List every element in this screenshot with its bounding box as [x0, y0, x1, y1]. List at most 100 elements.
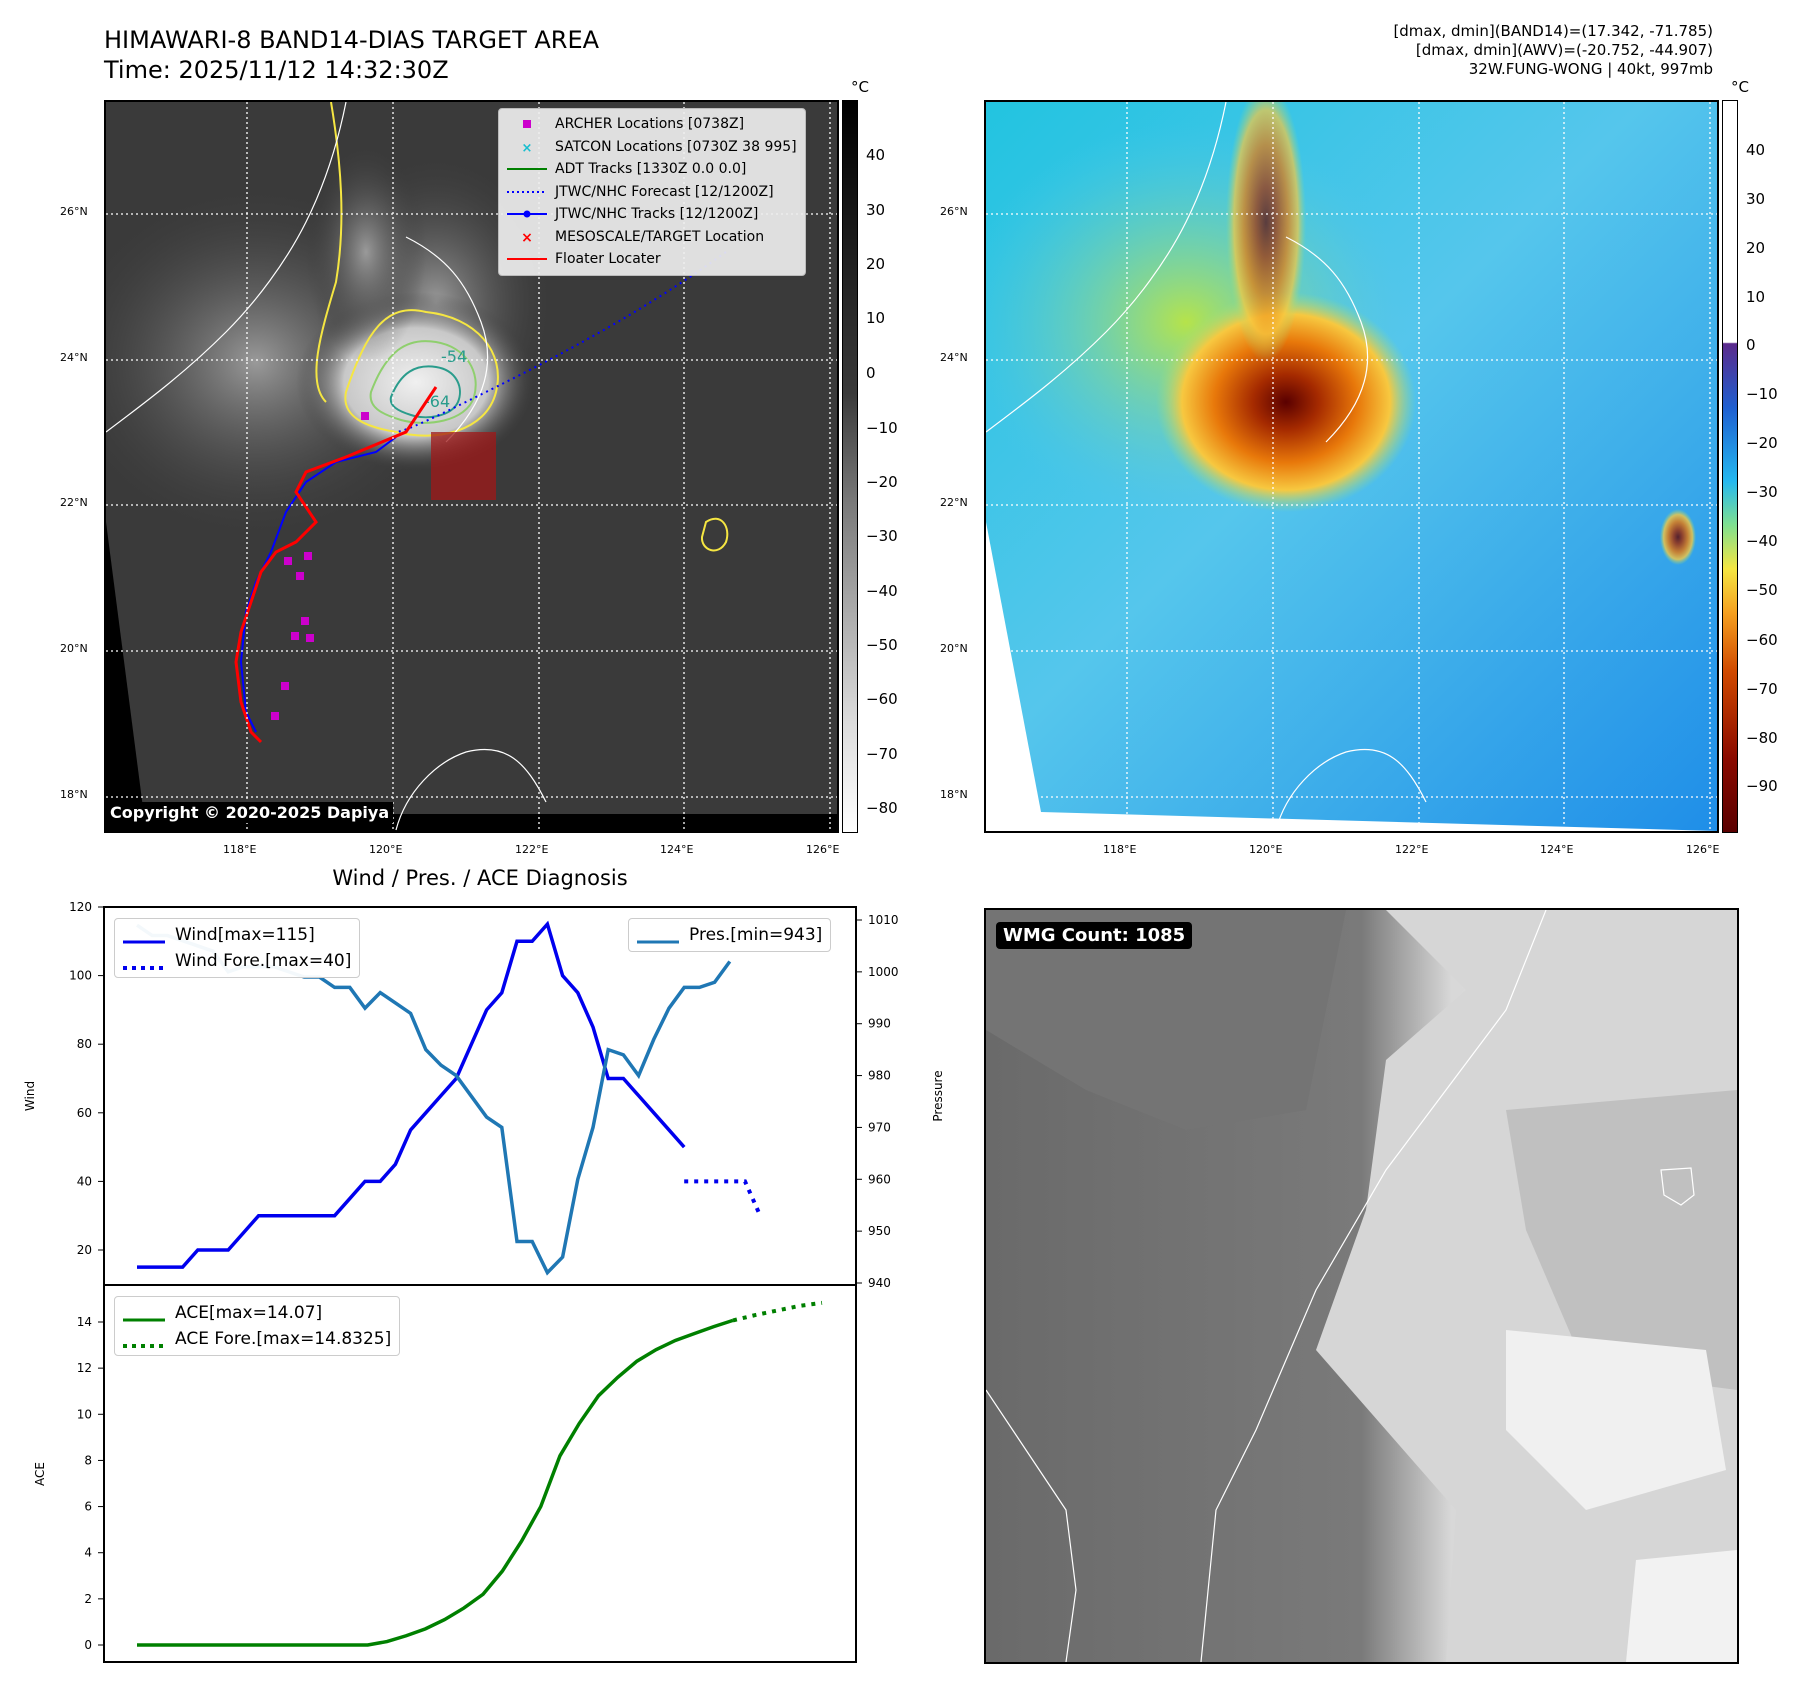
- lat-tick-label: 24°N: [60, 351, 88, 364]
- info-line-awv: [dmax, dmin](AWV)=(-20.752, -44.907): [1415, 41, 1713, 59]
- colorbar2-tick: 20: [1746, 239, 1766, 257]
- lat-tick-label: 22°N: [940, 496, 968, 509]
- colorbar2-tick: −50: [1746, 581, 1778, 599]
- lon-tick-label: 122°E: [515, 843, 549, 856]
- legend-ace: ACE[max=14.07]: [175, 1303, 323, 1323]
- colorbar2-unit: °C: [1731, 78, 1749, 96]
- wind-line: [137, 920, 686, 1269]
- wmg-panel: WMG Count: 1085: [984, 908, 1739, 1664]
- floater-box: [431, 432, 496, 500]
- legend-symbol-icon: [507, 185, 547, 199]
- ace-axis-label: ACE: [33, 1462, 47, 1486]
- lon-tick-label: 120°E: [1249, 843, 1283, 856]
- archer-points: [271, 412, 369, 720]
- map-legend-item: × SATCON Locations [0730Z 38 995]: [507, 136, 797, 159]
- ace-tick-label: 12: [77, 1361, 92, 1375]
- wind-tick-label: 60: [77, 1106, 92, 1120]
- ace-tick-label: 6: [84, 1500, 92, 1514]
- wind-tick-label: 80: [77, 1037, 92, 1051]
- colorbar1-tick: −50: [866, 636, 898, 654]
- lon-tick-label: 126°E: [1686, 843, 1720, 856]
- color-map-panel: [984, 100, 1719, 833]
- legend-label: JTWC/NHC Tracks [12/1200Z]: [555, 206, 759, 223]
- colorbar1-tick: −20: [866, 473, 898, 491]
- ace-tick-label: 0: [84, 1638, 92, 1652]
- copyright-label: Copyright © 2020-2025 Dapiya: [106, 802, 394, 823]
- forecast-track: [395, 251, 727, 433]
- colorbar1-tick: 10: [866, 309, 886, 327]
- colorbar2-tick: 10: [1746, 288, 1766, 306]
- ace-frame: [103, 1284, 857, 1663]
- legend-symbol-icon: [507, 162, 547, 176]
- map-title: HIMAWARI-8 BAND14-DIAS TARGET AREA: [104, 26, 600, 54]
- colorbar2-tick: −40: [1746, 532, 1778, 550]
- colorbar2-tick: −20: [1746, 434, 1778, 452]
- wind-tick-label: 20: [77, 1243, 92, 1257]
- colorbar2-tick: 40: [1746, 141, 1766, 159]
- map-legend-item: × MESOSCALE/TARGET Location: [507, 226, 797, 249]
- legend-label: SATCON Locations [0730Z 38 995]: [555, 138, 797, 155]
- colorbar1-tick: 40: [866, 146, 886, 164]
- legend-label: MESOSCALE/TARGET Location: [555, 228, 765, 245]
- wind-axis-label: Wind: [23, 1081, 37, 1111]
- colorbar1-tick: 0: [866, 364, 876, 382]
- pres-tick-label: 960: [868, 1172, 891, 1186]
- colorbar2-tick: −80: [1746, 729, 1778, 747]
- lat-tick-label: 22°N: [60, 496, 88, 509]
- map-legend-item: ARCHER Locations [0738Z]: [507, 113, 797, 136]
- ace-tick-label: 4: [84, 1546, 92, 1560]
- lat-tick-label: 26°N: [940, 205, 968, 218]
- ace-forecast-line: [732, 1300, 823, 1323]
- map-time: Time: 2025/11/12 14:32:30Z: [104, 56, 449, 84]
- floater-track: [234, 386, 438, 744]
- wind-forecast-line: [684, 1179, 763, 1217]
- svg-text:×: ×: [521, 230, 533, 244]
- pres-tick-label: 950: [868, 1224, 891, 1238]
- colorbar1-unit: °C: [851, 78, 869, 96]
- legend-symbol-icon: [507, 207, 547, 221]
- legend-symbol-icon: [507, 252, 547, 266]
- legend-pres: Pres.[min=943]: [689, 925, 823, 945]
- ace-line: [137, 1318, 734, 1647]
- ace-legend: ACE[max=14.07] ACE Fore.[max=14.8325]: [114, 1296, 401, 1356]
- wind-legend: Wind[max=115] Wind Fore.[max=40]: [114, 918, 361, 978]
- info-line-band14: [dmax, dmin](BAND14)=(17.342, -71.785): [1393, 22, 1713, 40]
- colorbar1-tick: −60: [866, 690, 898, 708]
- ace-tick-label: 8: [84, 1453, 92, 1467]
- map-legend-item: JTWC/NHC Forecast [12/1200Z]: [507, 181, 797, 204]
- contour-yellow: [344, 309, 499, 437]
- colorbar1-tick: −70: [866, 745, 898, 763]
- lon-tick-label: 122°E: [1395, 843, 1429, 856]
- ace-tick-label: 2: [84, 1592, 92, 1606]
- colorbar1-tick: 20: [866, 255, 886, 273]
- legend-ace-fore: ACE Fore.[max=14.8325]: [175, 1329, 392, 1349]
- legend-label: ARCHER Locations [0738Z]: [555, 116, 745, 133]
- ir-map-panel: -64 -54 Copyright © 2020-2025 Dapiya ARC…: [104, 100, 839, 833]
- colorbar1-tick: −30: [866, 527, 898, 545]
- lat-tick-label: 26°N: [60, 205, 88, 218]
- color-map-graphics: [986, 102, 1717, 831]
- pres-axis-label: Pressure: [931, 1070, 945, 1121]
- lon-tick-label: 124°E: [1540, 843, 1574, 856]
- colorbar2-tick: 30: [1746, 190, 1766, 208]
- colorbar-grayscale: [842, 100, 858, 833]
- map-legend: ARCHER Locations [0738Z] × SATCON Location…: [498, 108, 806, 276]
- wind-tick-label: 120: [69, 900, 92, 914]
- legend-wind-fore: Wind Fore.[max=40]: [175, 951, 352, 971]
- svg-text:×: ×: [522, 141, 533, 154]
- colorbar1-tick: −80: [866, 799, 898, 817]
- colorbar2-tick: −70: [1746, 680, 1778, 698]
- pres-tick-label: 970: [868, 1120, 891, 1134]
- legend-label: JTWC/NHC Forecast [12/1200Z]: [555, 183, 774, 200]
- legend-label: Floater Locater: [555, 251, 661, 268]
- contour-label-54: -54: [441, 347, 467, 366]
- wmg-count-badge: WMG Count: 1085: [996, 922, 1193, 949]
- pres-tick-label: 1000: [868, 965, 899, 979]
- pres-legend: Pres.[min=943]: [628, 918, 832, 952]
- map-legend-item: ADT Tracks [1330Z 0.0 0.0]: [507, 158, 797, 181]
- colorbar2-tick: −60: [1746, 631, 1778, 649]
- lon-tick-label: 118°E: [1103, 843, 1137, 856]
- colorbar2-tick: −10: [1746, 385, 1778, 403]
- coastline: [1200, 910, 1547, 1662]
- lat-tick-label: 18°N: [940, 788, 968, 801]
